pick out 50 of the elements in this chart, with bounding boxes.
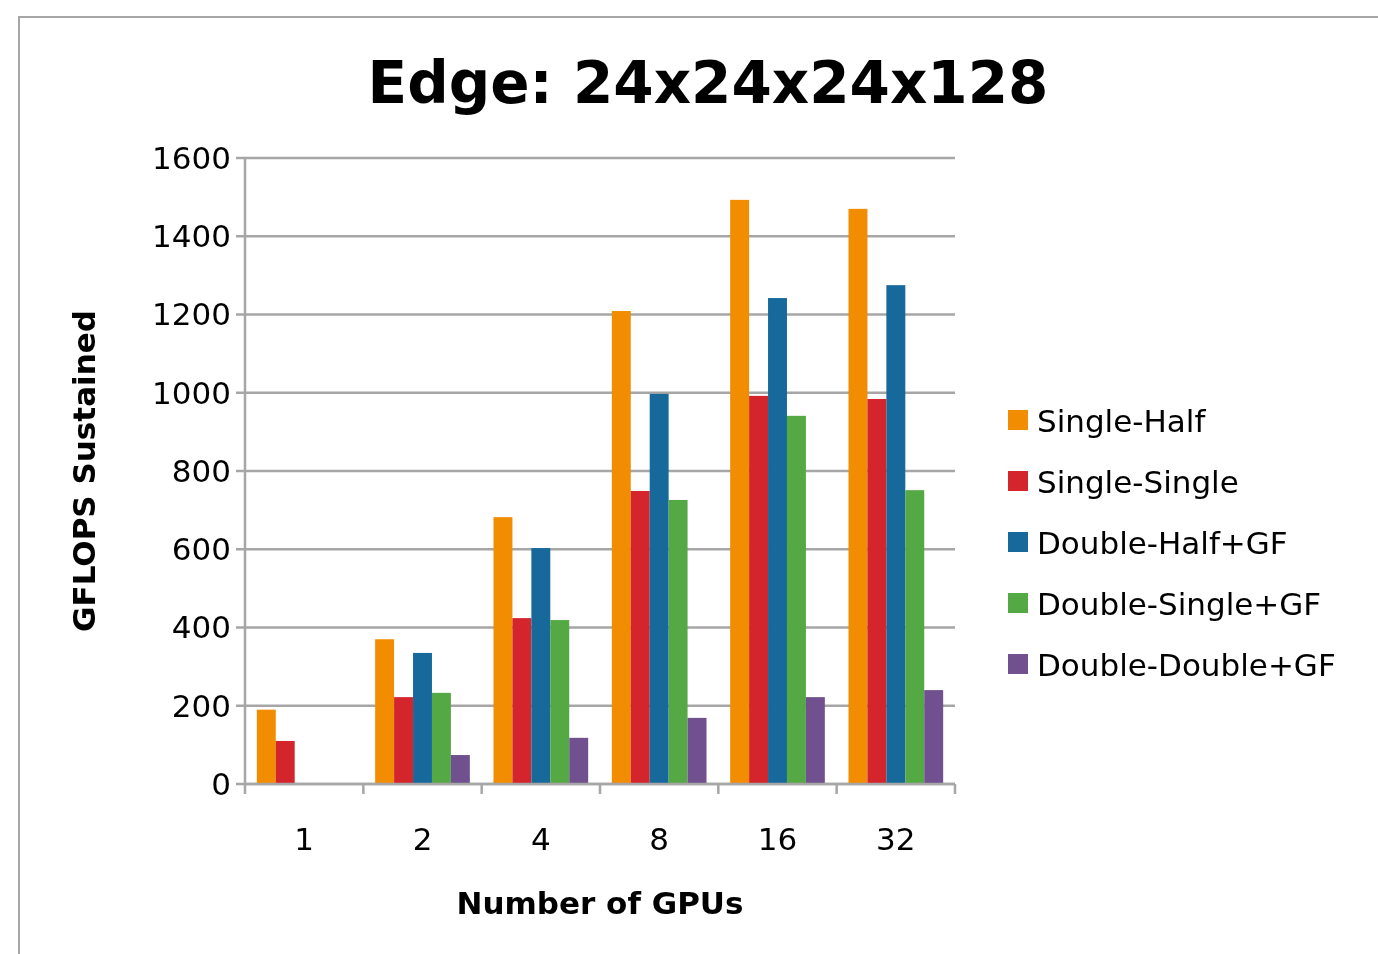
y-tick-label: 800 [171,452,231,489]
bar [394,697,414,784]
y-tick-label: 1200 [152,296,231,333]
bar [375,639,395,784]
y-tick-label: 1600 [152,139,231,176]
bar [275,740,295,784]
bar [749,395,769,784]
bar [649,393,669,784]
y-axis-title: GFLOPS Sustained [66,310,102,632]
y-tick-label: 600 [171,531,231,568]
y-tick-label: 1400 [152,218,231,255]
y-tick-label: 1000 [152,374,231,411]
bar [805,697,825,784]
bar [924,690,944,784]
bar [450,755,470,784]
y-tick-label: 0 [211,765,231,802]
bar [730,199,750,784]
bar [630,490,650,784]
bar [687,717,707,784]
bar [786,415,806,784]
legend-label: Single-Half [1037,402,1207,439]
x-axis-title: Number of GPUs [456,885,744,921]
x-tick-label: 4 [530,821,551,857]
y-tick-label: 200 [171,687,231,724]
x-tick-label: 1 [294,821,315,857]
legend-label: Single-Single [1037,463,1239,500]
bar [886,285,906,784]
bar [905,490,925,784]
bar [768,298,787,784]
bar [431,692,451,784]
bar [493,517,513,784]
bar [531,548,551,784]
bar [867,399,887,784]
bar [668,499,688,784]
bar [611,310,631,784]
legend-label: Double-Double+GF [1037,646,1336,683]
bar [569,737,589,784]
bar [256,709,276,784]
bar [550,620,570,784]
bar [848,208,868,784]
legend-label: Double-Single+GF [1037,585,1322,622]
bar [413,652,432,784]
chart-title: Edge: 24x24x24x128 [367,49,1049,117]
y-tick-label: 400 [171,609,231,646]
x-tick-label: 16 [757,821,798,857]
x-tick-label: 2 [412,821,433,857]
bar [512,618,532,784]
x-tick-label: 32 [876,821,916,857]
legend-label: Double-Half+GF [1037,524,1288,561]
x-tick-label: 8 [649,821,670,857]
